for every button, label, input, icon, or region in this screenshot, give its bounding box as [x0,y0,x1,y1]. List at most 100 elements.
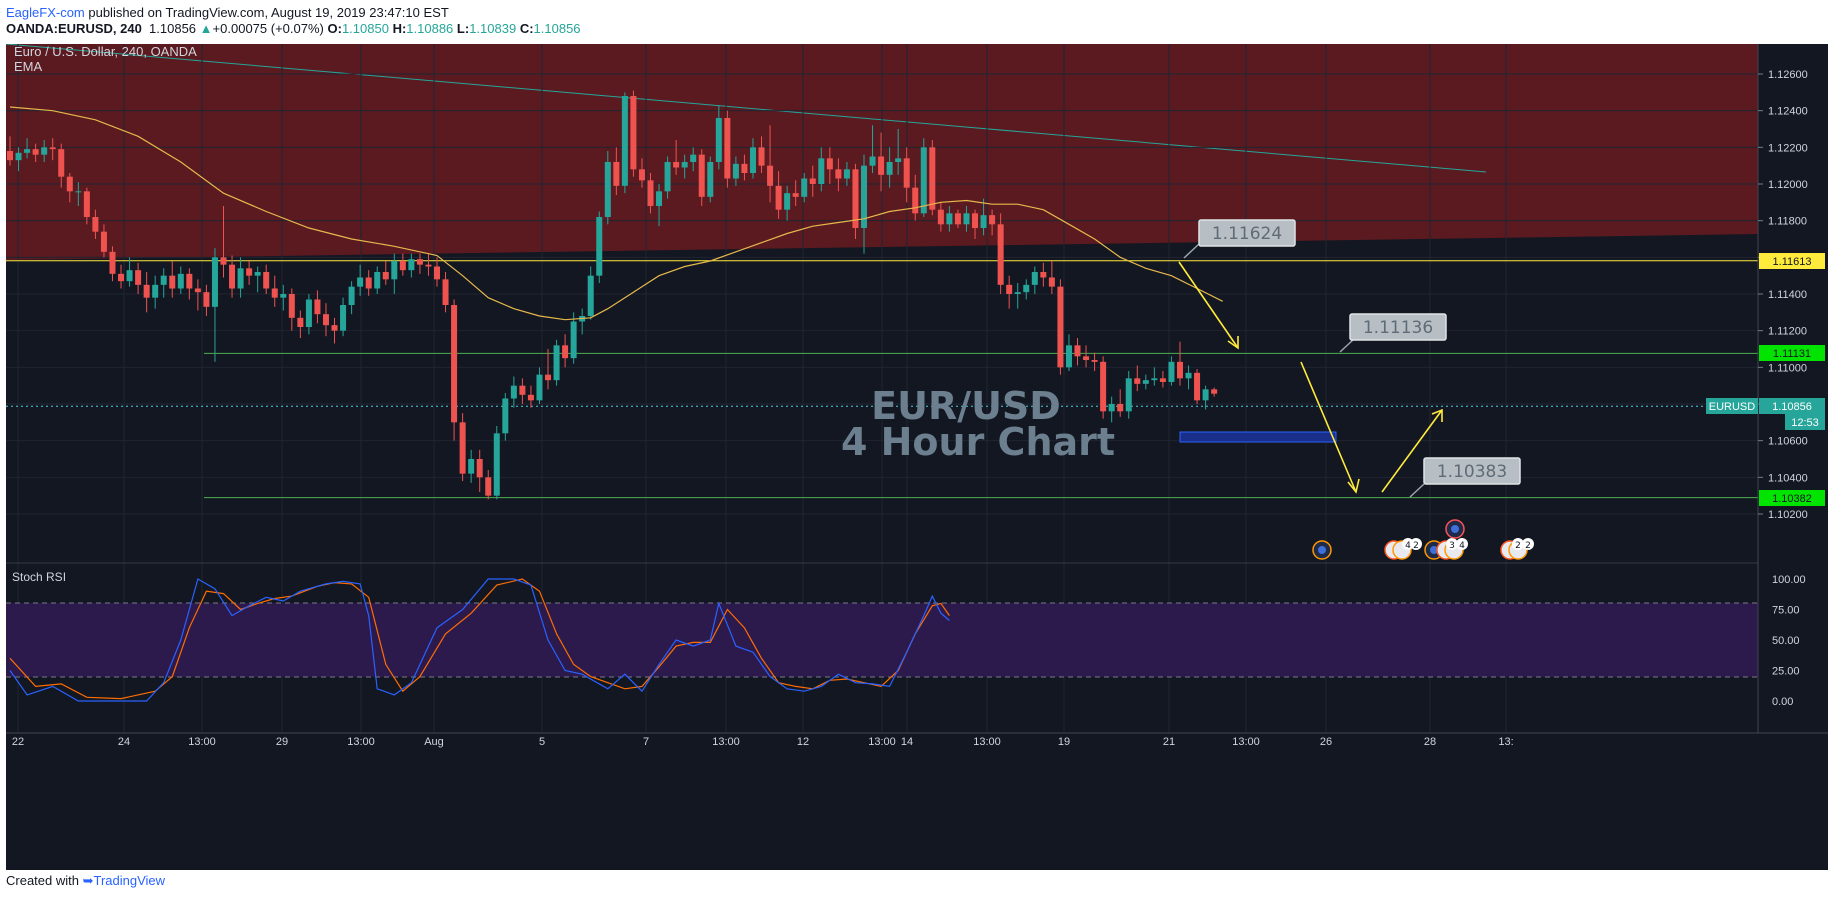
candle-body [784,193,791,210]
candle-body [357,277,364,287]
time-tick-label: 29 [276,736,288,748]
svg-text:2: 2 [1515,541,1521,551]
callout-3[interactable]: 1.10383 [1409,457,1521,498]
ema-legend[interactable]: EMA [14,59,43,74]
time-tick-label: 13:00 [347,736,375,748]
candle-body [604,162,611,217]
candle-body [331,325,338,331]
candle-body [502,398,509,434]
price-change: +0.00075 (+0.07%) [212,21,324,36]
candle-body [1014,292,1021,294]
candle-body [621,96,628,186]
candle-body [767,165,774,186]
price-axis[interactable] [1758,44,1828,870]
candle-body [715,118,722,162]
watermark-line2: 4 Hour Chart [841,420,1115,464]
price-tick-label: 1.10200 [1768,509,1808,521]
svg-text:2: 2 [1413,541,1419,551]
resistance-price-label: 1.11613 [1773,256,1812,268]
price-tick-label: 1.11000 [1768,362,1807,374]
candle-body [160,275,167,285]
series-title[interactable]: Euro / U.S. Dollar, 240, OANDA [14,44,197,59]
candle-body [1031,272,1038,285]
event-markers[interactable]: 4 2 3 4 2 2 [1312,519,1534,560]
callout-2-label: 1.11136 [1363,318,1433,338]
candle-body [194,288,201,293]
price-tick-label: 1.12200 [1768,142,1808,154]
stoch-tick-label: 75.00 [1772,605,1800,617]
svg-text:4: 4 [1459,541,1465,551]
trendline[interactable] [6,44,1487,173]
candle-body [647,180,654,206]
publish-line: EagleFX-com published on TradingView.com… [6,5,449,20]
price-tick-label: 1.12600 [1768,69,1808,81]
svg-text:2: 2 [1525,541,1531,551]
candle-body [638,169,645,181]
close-value: 1.10856 [533,21,581,36]
candle-body [382,272,389,280]
publish-info: published on TradingView.com, August 19,… [84,5,449,20]
candle-body [374,272,381,289]
candle-body [1176,361,1183,379]
time-axis[interactable] [6,734,1828,750]
stoch-legend[interactable]: Stoch RSI [12,570,66,584]
publisher-link[interactable]: EagleFX-com [6,5,85,20]
candle-body [732,163,739,179]
callout-1-label: 1.11624 [1212,224,1282,244]
candle-body [92,217,99,232]
candle-body [878,156,885,175]
footer-brand[interactable]: TradingView [93,873,166,888]
candle-body [288,294,295,318]
time-tick-label: 19 [1058,736,1070,748]
candle-body [442,279,449,305]
price-tick-label: 1.12400 [1768,106,1808,118]
candle-body [664,162,671,192]
candle-body [41,147,48,155]
candle-body [143,284,150,298]
candle-body [177,273,184,289]
candle-body [758,147,765,166]
candle-body [630,96,637,170]
support-lower-price-label: 1.10382 [1772,493,1812,505]
candle-body [408,259,415,271]
candle-body [818,158,825,184]
candle-body [152,284,159,298]
candle-body [416,259,423,265]
candle-body [570,321,577,359]
price-tick-label: 1.10600 [1768,436,1808,448]
candle-body [118,273,125,282]
candle-body [843,169,850,179]
time-tick-label: 5 [539,736,545,748]
candle-body [946,213,953,225]
high-value: 1.10886 [406,21,454,36]
time-tick-label: 13:00 [188,736,216,748]
chart-canvas[interactable]: EUR/USD 4 Hour Chart 1.11624 1.11136 1.1… [6,44,1828,870]
candle-body [1202,389,1209,401]
symbol-tag [1706,398,1758,414]
stoch-tick-label: 0.00 [1772,696,1793,708]
candle-body [1048,277,1055,287]
candle-body [1185,372,1192,379]
candle-body [997,224,1004,285]
candle-body [861,165,867,228]
candle-body [305,299,312,327]
demand-zone[interactable] [1179,431,1337,443]
callout-2[interactable]: 1.11136 [1339,313,1447,353]
stoch-tick-label: 50.00 [1772,635,1800,647]
candle-body [553,345,560,381]
resistance-price-tag [1759,253,1825,269]
stoch-k-line [9,578,950,702]
high-label: H: [392,21,407,36]
callout-1[interactable]: 1.11624 [1183,219,1296,259]
candle-body [519,385,526,395]
candle-body [1142,380,1149,384]
candle-body [314,299,321,315]
candle-body [596,217,603,276]
svg-text:4: 4 [1405,541,1411,551]
candle-body [476,459,483,478]
candle-body [690,154,697,162]
candle-body [903,158,910,188]
candle-body [510,385,517,399]
candle-body [100,231,107,252]
last-price: 1.10856 [149,21,197,36]
